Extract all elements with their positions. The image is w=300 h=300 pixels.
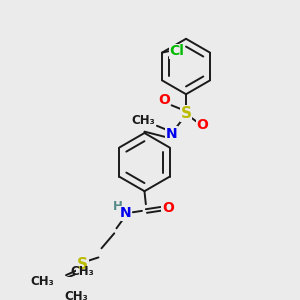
Text: O: O [162, 201, 174, 215]
Text: O: O [197, 118, 208, 132]
Text: S: S [181, 106, 191, 121]
Text: O: O [158, 93, 170, 107]
Text: H: H [113, 200, 123, 213]
Text: Cl: Cl [169, 44, 184, 58]
Text: CH₃: CH₃ [131, 114, 155, 127]
Text: N: N [120, 206, 132, 220]
Text: CH₃: CH₃ [65, 290, 88, 300]
Text: CH₃: CH₃ [70, 265, 94, 278]
Text: N: N [166, 127, 177, 141]
Text: S: S [77, 257, 88, 272]
Text: CH₃: CH₃ [30, 275, 54, 288]
